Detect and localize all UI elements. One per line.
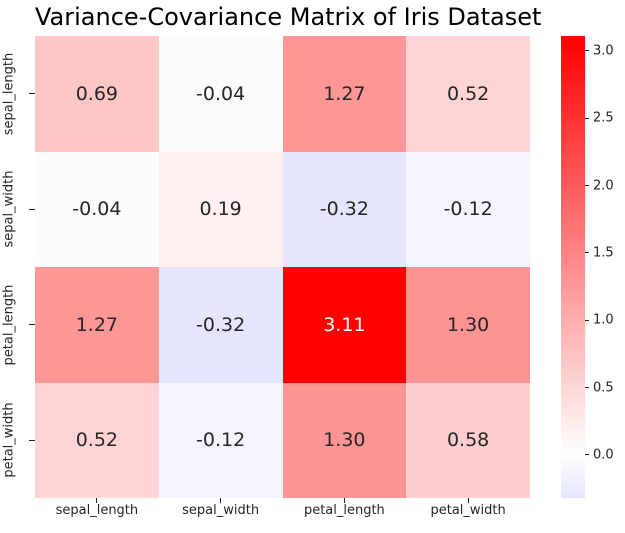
cell-annotation: 1.27 [323, 82, 366, 105]
x-axis-tick-label: sepal_length [55, 503, 139, 518]
heatmap-cell: -0.32 [282, 151, 407, 267]
x-tick-mark [467, 498, 469, 503]
cell-annotation: 0.52 [75, 429, 119, 452]
y-axis-tick-label: sepal_length [1, 52, 17, 136]
y-axis-tick-label: sepal_width [1, 170, 17, 248]
chart-title: Variance-Covariance Matrix of Iris Datas… [35, 3, 542, 31]
colorbar-tick-label: 2.5 [593, 110, 614, 126]
x-tick-mark [96, 498, 98, 503]
heatmap-cell: 0.58 [406, 382, 530, 498]
cell-annotation: -0.32 [319, 198, 369, 221]
colorbar-tick-label: 0.0 [593, 447, 614, 463]
y-axis-tick-label: petal_length [1, 284, 17, 366]
cell-annotation: 1.30 [323, 429, 366, 452]
y-tick-mark [29, 93, 35, 95]
colorbar-tick-label: 3.0 [593, 43, 614, 59]
x-axis-tick-label: petal_length [303, 503, 385, 518]
y-axis-tick-label: petal_width [1, 402, 17, 478]
heatmap-cell: -0.12 [158, 382, 283, 498]
y-tick-mark [29, 439, 35, 441]
heatmap-cell: -0.04 [158, 36, 283, 152]
colorbar-tick-mark [585, 319, 589, 321]
heatmap-cell: -0.12 [406, 151, 530, 267]
cell-annotation: -0.12 [196, 429, 246, 452]
heatmap-cell: 1.30 [406, 267, 530, 383]
cell-annotation: 0.69 [75, 82, 119, 105]
x-axis-tick-label: petal_width [430, 503, 506, 518]
heatmap-cell: 0.52 [35, 382, 159, 498]
colorbar-tick-mark [585, 185, 589, 186]
x-axis-tick-label: sepal_width [182, 503, 260, 518]
heatmap-cell: 1.27 [35, 267, 159, 383]
cell-annotation: 1.27 [75, 313, 119, 336]
heatmap-cell: 3.11 [282, 267, 407, 383]
cell-annotation: -0.32 [196, 313, 246, 336]
colorbar-tick-mark [585, 117, 589, 119]
x-tick-mark [343, 498, 345, 503]
heatmap-cell: 0.19 [158, 151, 283, 267]
colorbar-tick-mark [585, 387, 589, 389]
cell-annotation: 0.19 [199, 198, 242, 221]
colorbar-tick-label: 1.5 [593, 245, 614, 261]
cell-annotation: 1.30 [446, 313, 490, 336]
colorbar-tick-label: 1.0 [593, 312, 614, 328]
colorbar-tick-mark [585, 50, 589, 52]
y-tick-mark [29, 324, 35, 326]
heatmap-cell: 1.27 [282, 36, 407, 152]
heatmap-cell: 0.52 [406, 36, 530, 152]
colorbar-tick-mark [585, 252, 589, 254]
x-tick-mark [220, 498, 222, 503]
heatmap: 0.69 -0.04 1.27 0.52 -0.04 0.19 -0.32 -0.12 1.27… [35, 36, 530, 498]
colorbar-tick-label: 0.5 [593, 380, 614, 396]
cell-annotation: 3.11 [323, 313, 366, 336]
colorbar-tick-label: 2.0 [593, 178, 614, 193]
heatmap-cell: 0.69 [35, 36, 159, 152]
cell-annotation: -0.04 [196, 82, 246, 105]
cell-annotation: -0.04 [72, 198, 122, 221]
colorbar-tick-mark [585, 454, 589, 456]
heatmap-cell: -0.04 [35, 151, 159, 267]
cell-annotation: 0.58 [446, 429, 490, 452]
heatmap-cell: 1.30 [282, 382, 407, 498]
heatmap-cell: -0.32 [158, 267, 283, 383]
cell-annotation: 0.52 [446, 82, 490, 105]
y-tick-mark [29, 208, 35, 210]
colorbar-gradient [561, 36, 585, 498]
cell-annotation: -0.12 [443, 198, 493, 221]
